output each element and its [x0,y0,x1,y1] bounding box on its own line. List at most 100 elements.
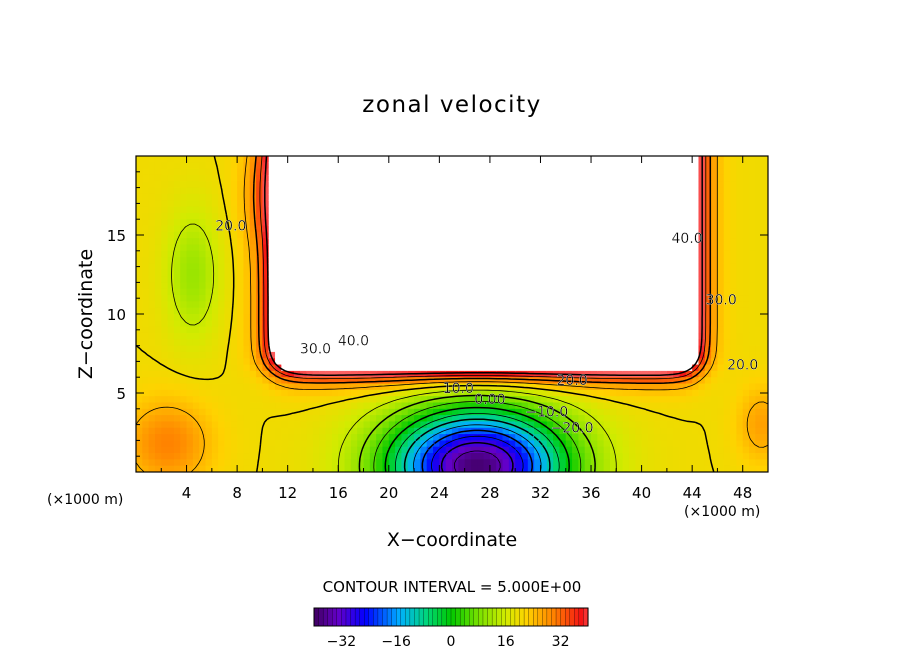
heatmap-cell [711,332,719,340]
heatmap-cell [420,206,428,214]
heatmap-cell [344,421,352,429]
heatmap-cell [546,238,554,246]
heatmap-cell [730,282,737,290]
heatmap-cell [723,396,731,404]
heatmap-cell [458,212,466,220]
heatmap-cell [414,421,421,429]
heatmap-cell [243,377,251,385]
heatmap-cell [420,446,428,454]
heatmap-cell [546,206,554,214]
heatmap-cell [230,326,238,334]
heatmap-cell [730,219,737,227]
heatmap-cell [546,427,554,435]
heatmap-cell [641,332,649,340]
heatmap-cell [414,244,421,252]
heatmap-cell [167,377,175,385]
heatmap-cell [268,250,276,258]
heatmap-cell [420,238,428,246]
heatmap-cell [749,326,756,334]
heatmap-cell [679,257,687,265]
heatmap-cell [173,358,181,366]
heatmap-cell [755,219,763,227]
heatmap-cell [749,332,756,340]
heatmap-cell [616,389,624,397]
heatmap-cell [635,244,643,252]
heatmap-cell [294,162,301,170]
heatmap-cell [711,345,719,353]
heatmap-cell [515,389,523,397]
heatmap-cell [414,453,421,460]
heatmap-cell [496,263,504,271]
heatmap-cell [717,339,725,347]
heatmap-cell [218,326,226,334]
heatmap-cell [414,358,421,366]
heatmap-cell [553,238,561,246]
heatmap-cell [502,269,510,277]
heatmap-cell [489,364,497,372]
heatmap-cell [717,415,725,423]
heatmap-cell [388,269,396,277]
heatmap-cell [470,162,478,170]
heatmap-cell [357,219,365,227]
heatmap-cell [483,295,491,302]
heatmap-cell [350,389,358,397]
heatmap-cell [704,396,712,404]
heatmap-cell [761,168,768,176]
heatmap-cell [401,446,409,454]
heatmap-cell [685,459,693,467]
heatmap-cell [502,288,510,296]
heatmap-cell [508,446,516,454]
heatmap-cell [717,364,725,372]
heatmap-cell [489,282,497,290]
heatmap-cell [508,200,516,208]
heatmap-cell [338,301,346,309]
heatmap-cell [306,212,314,220]
heatmap-cell [711,269,719,277]
heatmap-cell [742,162,750,170]
heatmap-cell [275,193,282,201]
heatmap-cell [483,358,491,366]
heatmap-cell [591,332,598,340]
heatmap-cell [268,257,276,265]
heatmap-cell [698,402,706,410]
heatmap-cell [527,187,535,195]
heatmap-cell [527,320,535,328]
heatmap-cell [420,244,428,252]
heatmap-cell [180,427,188,435]
heatmap-cell [294,244,301,252]
heatmap-cell [148,276,156,283]
heatmap-cell [527,446,535,454]
heatmap-cell [300,168,308,176]
heatmap-cell [666,396,674,404]
heatmap-cell [433,193,440,201]
heatmap-cell [546,212,554,220]
heatmap-cell [534,332,542,340]
heatmap-cell [331,269,339,277]
heatmap-cell [711,174,719,182]
heatmap-cell [268,219,276,227]
heatmap-cell [382,295,390,302]
heatmap-cell [275,326,282,334]
heatmap-cell [458,288,466,296]
heatmap-cell [616,231,624,239]
heatmap-cell [180,396,188,404]
heatmap-cell [357,459,365,467]
heatmap-cell [508,320,516,328]
heatmap-cell [344,219,352,227]
heatmap-cell [205,263,213,271]
heatmap-cell [167,351,175,359]
heatmap-cell [685,301,693,309]
heatmap-cell [388,238,396,246]
heatmap-cell [401,244,409,252]
heatmap-cell [306,307,314,315]
heatmap-cell [306,345,314,353]
heatmap-cell [679,174,687,182]
heatmap-cell [287,434,295,441]
heatmap-cell [730,358,737,366]
heatmap-cell [723,282,731,290]
heatmap-cell [148,282,156,290]
heatmap-cell [711,396,719,404]
heatmap-cell [647,358,655,366]
heatmap-cell [458,459,466,467]
heatmap-cell [489,244,497,252]
